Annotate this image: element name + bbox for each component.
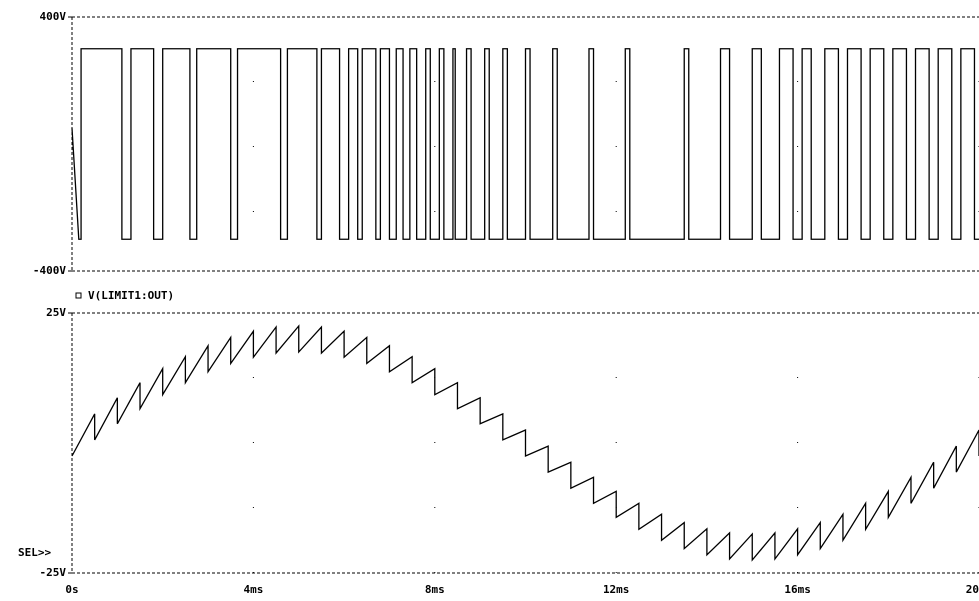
selection-marker: SEL>> bbox=[18, 546, 51, 559]
x-tick-label: 0s bbox=[65, 583, 78, 596]
y-tick-label: -400V bbox=[33, 264, 66, 277]
y-tick-label: 25V bbox=[46, 306, 66, 319]
y-tick-label: 400V bbox=[40, 10, 67, 23]
waveform bbox=[71, 48, 979, 240]
legend-marker bbox=[75, 292, 82, 299]
x-tick-label: 4ms bbox=[243, 583, 263, 596]
x-tick-label: 20ms bbox=[966, 583, 979, 596]
y-tick-label: -25V bbox=[40, 566, 67, 579]
x-tick-label: 12ms bbox=[603, 583, 630, 596]
waveform bbox=[71, 324, 979, 562]
legend-label: V(LIMIT1:OUT) bbox=[88, 289, 174, 302]
x-tick-label: 16ms bbox=[784, 583, 811, 596]
x-tick-label: 8ms bbox=[425, 583, 445, 596]
